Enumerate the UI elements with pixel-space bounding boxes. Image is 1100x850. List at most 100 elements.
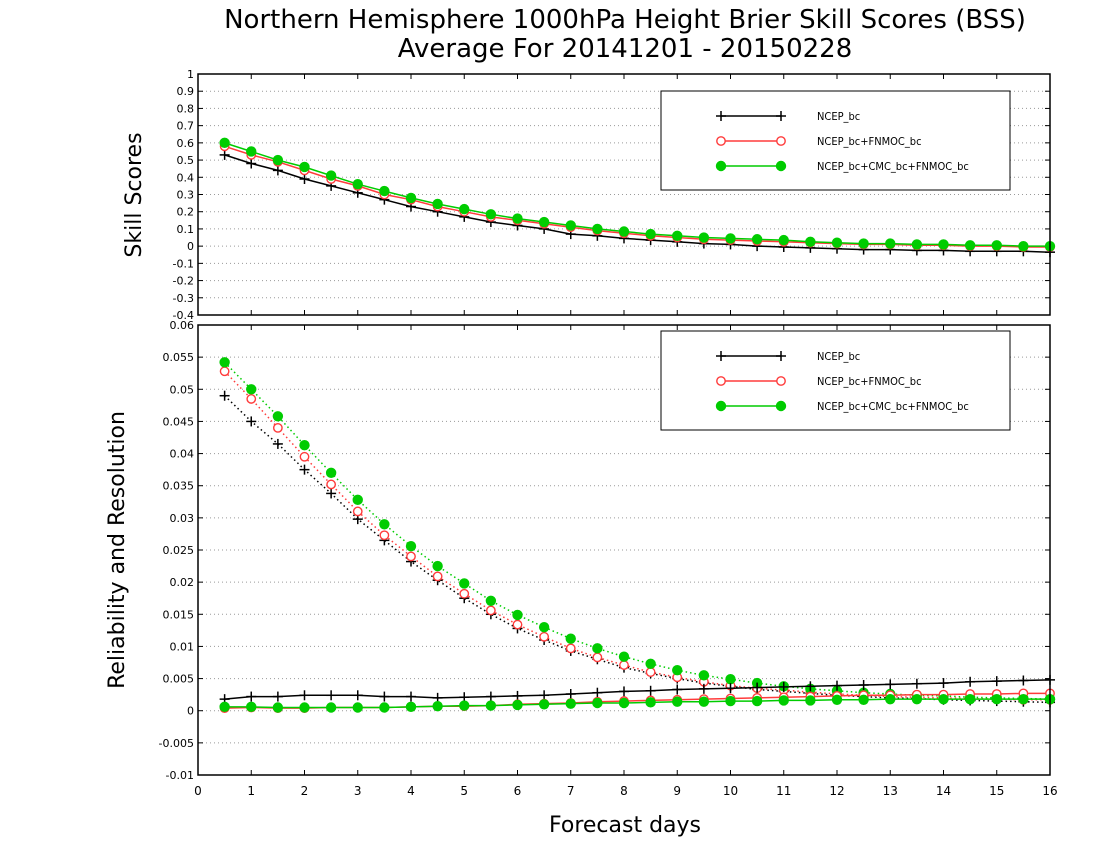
data-point [246,691,257,702]
legend-marker [715,160,727,172]
data-point [379,530,390,541]
legend: NCEP_bc NCEP_bc+FNMOC_bc NCEP_bc+CMC_bc+FN… [660,330,1011,431]
data-point [858,680,869,690]
data-point [672,665,683,676]
x-tick-label: 2 [301,784,309,798]
x-tick-label: 10 [723,784,738,798]
data-point [485,691,496,702]
x-tick-label: 4 [407,784,415,798]
data-point [858,694,869,705]
data-point [911,678,922,689]
data-point [512,699,523,711]
data-point [379,185,390,197]
legend-label: NCEP_bc [817,110,860,123]
legend-label: NCEP_bc+CMC_bc+FNMOC_bc [817,160,969,173]
data-point [432,571,443,582]
x-tick-label: 11 [776,784,791,798]
data-point [272,165,283,176]
data-point [299,702,310,713]
y-tick-label: 0.3 [177,189,195,202]
data-point [352,702,363,713]
data-point [299,174,310,185]
data-point [432,198,443,210]
data-point [725,683,736,694]
x-tick-label: 1 [247,784,255,798]
data-point [805,681,816,692]
data-point [858,238,869,249]
data-point [672,696,683,707]
x-tick-label: 6 [514,784,522,798]
series-line [224,395,1051,704]
legend-marker [776,376,786,386]
x-tick-label: 16 [1042,784,1057,798]
data-point [405,540,417,552]
series-line [224,679,1051,700]
data-point [512,619,523,630]
data-point [672,230,683,242]
data-point [698,696,710,707]
top-y-axis-label: Skill Scores [122,132,147,257]
data-point [326,479,337,490]
data-point [725,695,736,707]
y-tick-label: 0.9 [177,85,195,98]
x-tick-label: 3 [354,784,362,798]
y-tick-label: -0.1 [173,257,194,270]
data-point [725,674,736,685]
data-point [459,588,470,599]
data-point [1018,693,1029,705]
data-point [406,691,416,702]
y-tick-label: 0.4 [177,171,195,184]
data-point [538,216,550,228]
data-point [964,693,976,705]
data-point [325,170,337,181]
data-point [592,223,603,235]
data-point [459,578,470,589]
y-tick-label: 0.01 [170,640,195,653]
x-tick-label: 0 [194,784,202,798]
y-tick-label: 0.2 [177,206,195,219]
data-point [325,467,337,479]
data-point [272,154,284,166]
data-point [485,209,497,220]
legend-marker [776,351,786,361]
legend-label: NCEP_bc+FNMOC_bc [817,375,922,388]
y-tick-label: 0.06 [170,319,195,332]
legend-marker [716,351,726,361]
x-tick-label: 14 [936,784,951,798]
data-point [831,237,843,248]
y-tick-label: 0.1 [177,223,195,236]
y-tick-label: 0.8 [177,102,195,115]
data-point [299,451,310,462]
data-point [299,161,310,173]
data-point [751,695,763,707]
data-point [352,506,363,517]
data-point [618,651,630,662]
data-point [272,691,283,702]
data-point [645,685,656,696]
data-point [512,213,523,224]
data-point [246,416,257,427]
data-point [911,693,923,705]
plot-frame [197,324,1051,776]
data-point [592,643,603,654]
data-point [246,394,257,404]
x-tick-label: 15 [989,784,1004,798]
data-point [911,239,923,250]
top-panel-skill-scores: -0.4 -0.3 -0.2 -0.1 0 0.1 0.2 0.3 0.4 0.5 0.6 0.7 0.… [173,68,1056,322]
data-point [272,411,284,422]
data-point [326,690,337,701]
data-point [325,702,337,713]
data-point [565,689,576,699]
data-point [272,438,283,449]
y-tick-label: 0.02 [170,576,195,589]
data-point [246,158,257,169]
data-point [725,233,736,244]
data-point [299,440,310,451]
x-axis-label: Forecast days [549,813,701,838]
data-point [885,693,896,705]
legend-marker [715,400,727,412]
data-point [619,660,629,670]
y-tick-label: 0.05 [170,383,195,396]
legend-marker [775,160,787,172]
x-tick-label: 13 [883,784,898,798]
